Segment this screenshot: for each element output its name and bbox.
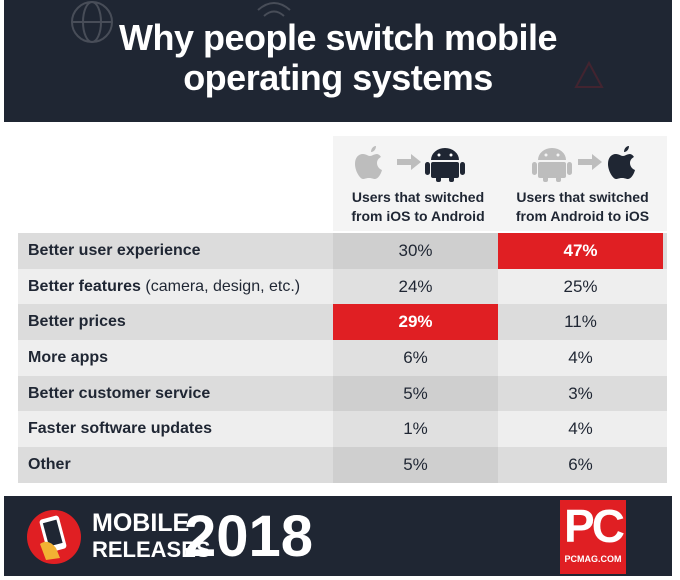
value-ios-to-android: 29%	[333, 304, 498, 341]
apple-icon	[355, 146, 382, 179]
value-android-to-ios: 4%	[568, 419, 593, 439]
page-title: Why people switch mobile operating syste…	[118, 17, 558, 98]
pcmag-site: PCMAG.COM	[564, 554, 622, 564]
phone-hand-icon	[27, 510, 81, 564]
value-android-to-ios: 47%	[498, 233, 663, 269]
value-android-to-ios: 4%	[568, 347, 593, 367]
column-label-ios-to-android: Users that switched from iOS to Android	[351, 189, 485, 224]
row-label-main: Faster software updates	[28, 420, 213, 438]
value-ios-to-android: 30%	[333, 233, 498, 269]
row-label-main: Better customer service	[28, 384, 211, 402]
arrow-icon	[578, 154, 602, 170]
android-icon	[425, 148, 465, 182]
pc-logo-text: PC	[564, 500, 625, 552]
data-table: Better user experience 30% 47% Better featu…	[18, 233, 667, 483]
value-android-to-ios: 6%	[568, 454, 593, 474]
table-row: Better prices 29% 11%	[18, 304, 667, 341]
value-ios-to-android: 6%	[333, 340, 498, 376]
row-label: Other	[18, 456, 333, 474]
triangle-icon	[574, 60, 604, 88]
arrow-icon	[397, 154, 421, 170]
value-ios-to-android: 1%	[333, 411, 498, 448]
header-banner: Why people switch mobile operating syste…	[4, 0, 672, 122]
android-to-ios-icons	[532, 146, 635, 182]
row-label: Better customer service	[18, 385, 333, 403]
ios-to-android-icons	[355, 146, 465, 182]
brand-mobile: MOBILE	[92, 509, 190, 537]
row-label: Better features (camera, design, etc.)	[18, 278, 333, 296]
row-label: More apps	[18, 349, 333, 367]
brand-releases: RELEASES	[92, 537, 211, 562]
row-label-main: Other	[28, 455, 71, 473]
row-label-main: Better features	[28, 277, 141, 295]
table-row: Better user experience 30% 47%	[18, 233, 667, 269]
value-android-to-ios: 3%	[568, 383, 593, 403]
footer-banner: MOBILE RELEASES 2018 PC PCMAG.COM	[4, 496, 672, 576]
table-row: Other 5% 6%	[18, 447, 667, 483]
row-label: Better user experience	[18, 242, 333, 260]
table-row: Better customer service 5% 3%	[18, 375, 667, 412]
row-label-main: Better user experience	[28, 241, 201, 259]
value-android-to-ios: 11%	[564, 312, 597, 332]
column-header-ios-to-android: Users that switched from iOS to Android	[333, 136, 503, 231]
pcmag-logo[interactable]: PC PCMAG.COM	[560, 500, 626, 574]
row-label: Faster software updates	[18, 420, 333, 438]
table-row: Faster software updates 1% 4%	[18, 411, 667, 448]
row-label-main: Better prices	[28, 313, 126, 331]
value-ios-to-android: 24%	[333, 268, 498, 305]
value-android-to-ios: 25%	[563, 276, 598, 296]
row-label: Better prices	[18, 313, 333, 331]
value-ios-to-android: 5%	[333, 375, 498, 412]
value-ios-to-android: 5%	[333, 447, 498, 483]
table-row: Better features (camera, design, etc.) 24…	[18, 268, 667, 305]
android-icon	[532, 148, 572, 182]
column-header-android-to-ios: Users that switched from Android to iOS	[498, 136, 667, 231]
column-label-android-to-ios: Users that switched from Android to iOS	[515, 189, 650, 224]
brand-year: 2018	[184, 504, 314, 569]
apple-icon	[608, 146, 635, 179]
table-row: More apps 6% 4%	[18, 340, 667, 376]
wifi-icon	[257, 2, 291, 17]
row-label-note: (camera, design, etc.)	[140, 277, 301, 295]
row-label-main: More apps	[28, 348, 109, 366]
globe-icon	[71, 1, 113, 43]
